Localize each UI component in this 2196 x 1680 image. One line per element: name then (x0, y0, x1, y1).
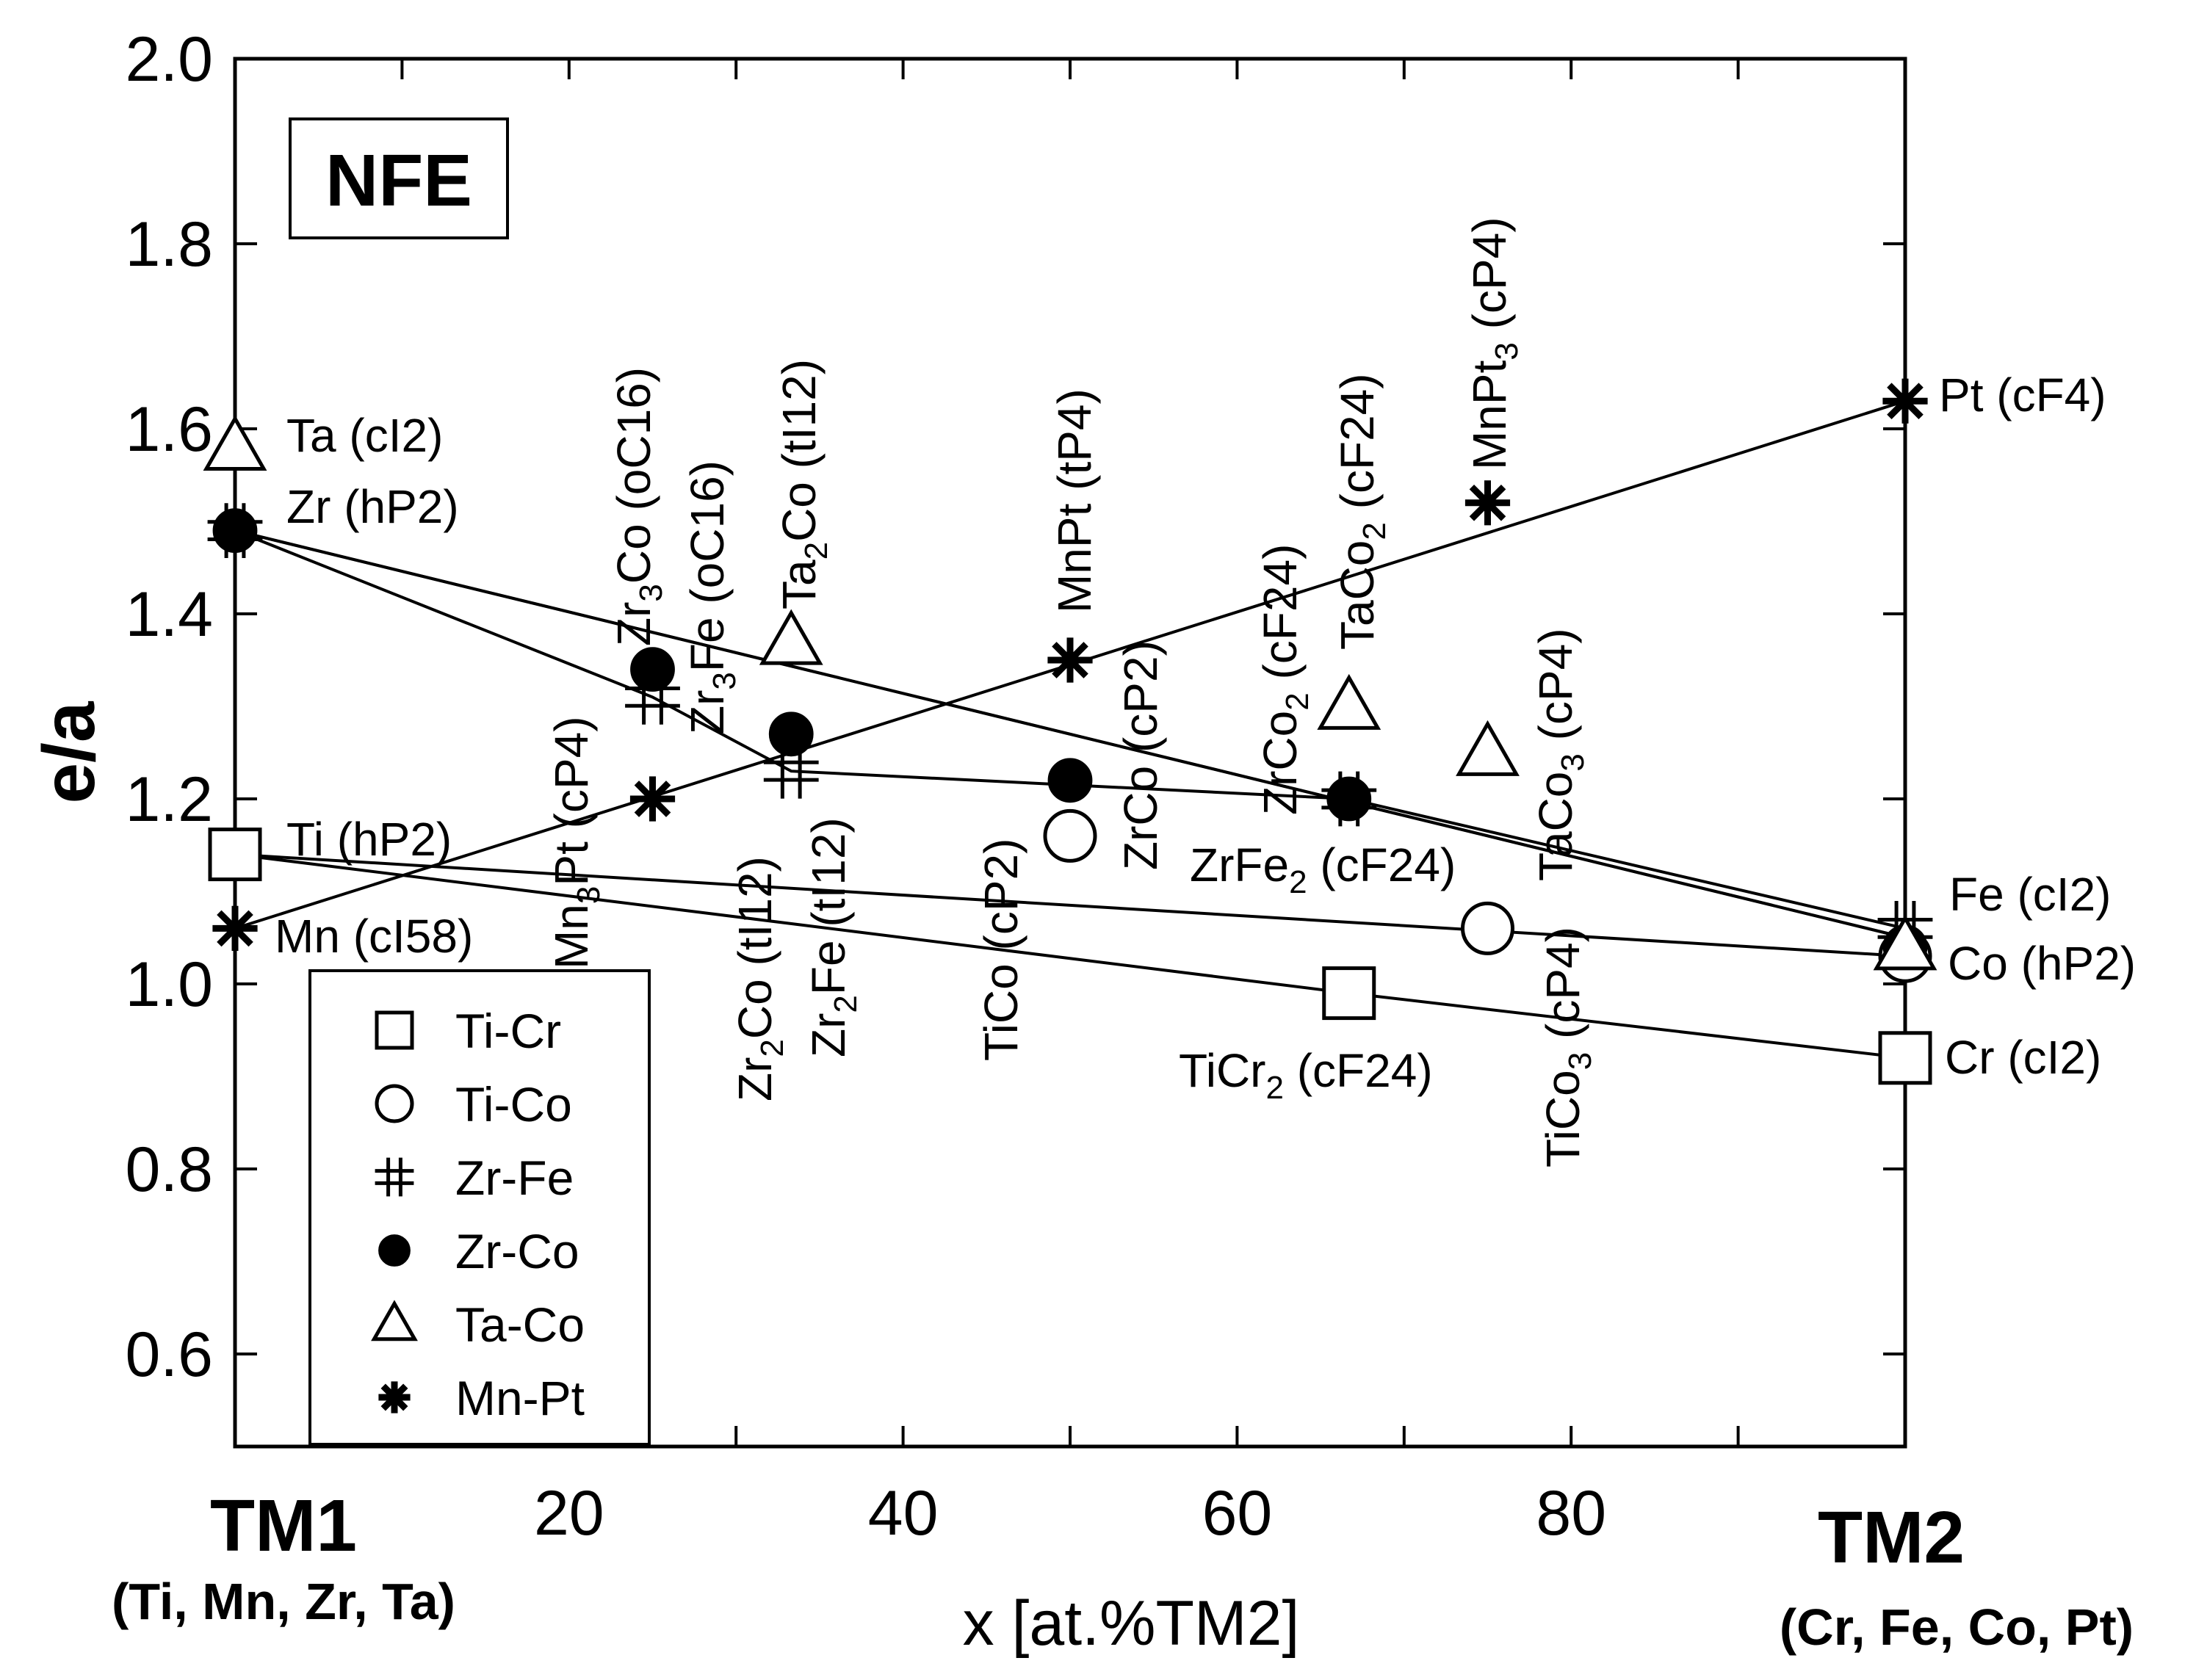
marker-zr-co (768, 712, 814, 757)
legend-marker (371, 1300, 418, 1342)
tm1-label: TM1 (210, 1485, 357, 1567)
label-mn: Mn (cI58) (275, 910, 473, 963)
legend-item-ti-co: Ti-Co (375, 1077, 572, 1132)
legend-label: Zr-Fe (455, 1151, 574, 1205)
marker-mn-pt (1882, 378, 1928, 424)
y-tick-label: 0.6 (125, 1319, 213, 1390)
marker-ta-co (203, 415, 267, 471)
label-ta: Ta (cI2) (286, 409, 443, 462)
legend-label: Ta-Co (455, 1297, 585, 1352)
y-tick-labels: 0.6 0.8 1.0 1.2 1.4 1.6 1.8 2.0 (125, 24, 213, 1390)
label-mnpt: MnPt (tP4) (1048, 388, 1101, 613)
series-markers (203, 378, 1937, 1085)
marker-mn-pt (1464, 480, 1511, 526)
label-mnpt3: MnPt3 (cP4) (1463, 217, 1525, 470)
legend-item-ta-co: Ta-Co (371, 1297, 585, 1352)
nfe-badge-box (289, 117, 509, 239)
label-zr2fe: Zr2Fe (tI12) (802, 817, 864, 1057)
tm1-sublabel: (Ti, Mn, Zr, Ta) (112, 1573, 455, 1630)
annotations: Ta (cI2) Zr (hP2) Ti (hP2) Mn (cI58) Pt … (275, 217, 2136, 1167)
label-ti: Ti (hP2) (286, 813, 452, 866)
marker-zr-fe (763, 743, 819, 799)
legend-item-ti-cr: Ti-Cr (375, 1004, 561, 1058)
label-zrco2: ZrCo2 (cF24) (1254, 544, 1315, 815)
y-tick-label: 2.0 (125, 24, 213, 95)
legend-marker (378, 1381, 411, 1413)
legend-label: Ti-Co (455, 1077, 572, 1132)
label-co: Co (hP2) (1948, 937, 2136, 990)
label-cr: Cr (cI2) (1945, 1031, 2101, 1084)
y-tick-label: 0.8 (125, 1134, 213, 1205)
legend-marker (375, 1157, 414, 1197)
legend-label: Mn-Pt (455, 1371, 585, 1425)
legend-item-mn-pt: Mn-Pt (378, 1371, 585, 1425)
legend: Ti-Cr Ti-Co Zr-Fe Zr-Co Ta-Co Mn-Pt (308, 969, 651, 1446)
label-taco2: TaCo2 (cF24) (1331, 373, 1393, 650)
x-tick-labels: 20 40 60 80 (534, 1478, 1606, 1549)
x-tick-label: 60 (1202, 1478, 1273, 1549)
legend-item-zr-co: Zr-Co (378, 1224, 579, 1278)
legend-label: Zr-Co (455, 1224, 579, 1278)
label-ticr2: TiCr2 (cF24) (1179, 1044, 1433, 1106)
series-line-ta-co (234, 529, 1906, 939)
marker-mn-pt (629, 776, 676, 822)
series-line-zr-fe (234, 529, 1906, 930)
label-fe: Fe (cI2) (1949, 868, 2111, 921)
legend-item-zr-fe: Zr-Fe (375, 1151, 574, 1205)
label-zr3co: Zr3Co (oC16) (607, 367, 669, 646)
label-ta2co: Ta2Co (tI12) (773, 359, 834, 609)
marker-ti-cr (1878, 1031, 1932, 1085)
label-zrfe2: ZrFe2 (cF24) (1190, 839, 1456, 900)
x-tick-label: 40 (868, 1478, 939, 1549)
x-axis-title: x [at.%TM2] (963, 1588, 1300, 1659)
y-axis-title: e/a (28, 700, 110, 803)
x-tick-label: 80 (1536, 1478, 1606, 1549)
y-tick-label: 1.4 (125, 579, 213, 650)
label-pt: Pt (cF4) (1939, 369, 2106, 421)
label-tico: TiCo (cP2) (975, 839, 1027, 1061)
series-line-ti-co (234, 852, 1906, 958)
marker-zr-co (1326, 776, 1372, 822)
y-tick-label: 1.2 (125, 764, 213, 835)
marker-zr-co (1047, 758, 1093, 803)
marker-mn-pt (212, 905, 258, 951)
marker-zr-co (212, 508, 258, 553)
label-zr: Zr (hP2) (286, 480, 459, 533)
marker-ti-cr (1322, 966, 1376, 1021)
tm2-sublabel: (Cr, Fe, Co, Pt) (1780, 1598, 2134, 1656)
label-zr3fe: Zr3Fe (oC16) (681, 460, 743, 734)
legend-box (308, 969, 651, 1446)
legend-marker (375, 1010, 414, 1050)
marker-ta-co (1873, 914, 1937, 971)
legend-marker (378, 1234, 411, 1267)
y-tick-label: 1.6 (125, 394, 213, 465)
marker-ti-co (1043, 808, 1097, 863)
marker-zr-co (630, 647, 675, 692)
label-mn3pt: Mn3Pt (cP4) (545, 716, 607, 969)
marker-ta-co (1317, 673, 1381, 730)
marker-ta-co (759, 609, 823, 665)
marker-ta-co (1456, 720, 1520, 776)
tm2-label: TM2 (1818, 1496, 1965, 1579)
label-tico3: TiCo3 (cP4) (1536, 927, 1598, 1167)
axis-ticks (234, 57, 1907, 1447)
label-zrco: ZrCo (cP2) (1114, 640, 1167, 870)
y-tick-label: 1.0 (125, 949, 213, 1020)
legend-marker (375, 1084, 414, 1123)
marker-ti-co (1461, 901, 1514, 955)
marker-zr-fe (625, 670, 680, 725)
x-tick-label: 20 (534, 1478, 604, 1549)
marker-ti-cr (208, 828, 262, 882)
nfe-badge: NFE (325, 140, 472, 222)
marker-mn-pt (1047, 637, 1093, 683)
label-taco3: TaCo3 (cP4) (1529, 628, 1591, 881)
label-zr2co: Zr2Co (tI12) (729, 856, 790, 1101)
legend-label: Ti-Cr (455, 1004, 561, 1058)
y-tick-label: 1.8 (125, 209, 213, 280)
